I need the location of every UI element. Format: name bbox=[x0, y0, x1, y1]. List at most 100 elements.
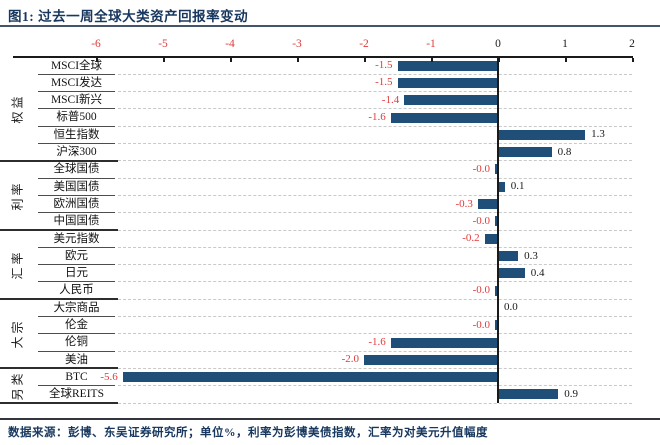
category-label: 日元 bbox=[65, 267, 88, 280]
row-divider bbox=[38, 264, 115, 266]
value-label: -0.2 bbox=[462, 232, 480, 245]
category-label: MSCI发达 bbox=[50, 76, 103, 89]
group-label: 汇率 bbox=[2, 230, 32, 299]
grid-line bbox=[118, 143, 632, 145]
axis-tick-label: -5 bbox=[158, 38, 168, 50]
grid-line bbox=[118, 246, 632, 248]
row-divider bbox=[38, 91, 115, 93]
category-label: 美油 bbox=[65, 353, 88, 366]
grid-line bbox=[118, 108, 632, 110]
value-label: -1.4 bbox=[381, 93, 400, 106]
category-label: 全球国债 bbox=[53, 163, 100, 176]
value-label: 1.3 bbox=[591, 128, 605, 141]
bar bbox=[397, 60, 498, 71]
value-label: -1.5 bbox=[375, 76, 393, 89]
grid-line bbox=[118, 316, 632, 318]
axis-tick-label: -2 bbox=[359, 38, 369, 50]
group-label-text: 汇率 bbox=[10, 249, 25, 280]
axis-tick bbox=[431, 58, 433, 62]
value-label: -0.0 bbox=[472, 162, 490, 175]
grid-line bbox=[118, 333, 632, 335]
grid-line bbox=[118, 402, 632, 404]
grid-line bbox=[118, 91, 632, 93]
value-label: -0.0 bbox=[472, 318, 490, 331]
value-label: -1.5 bbox=[375, 59, 393, 72]
grid-line bbox=[118, 350, 632, 352]
axis-tick bbox=[96, 58, 98, 62]
grid-line bbox=[118, 194, 632, 196]
group-label-text: 权益 bbox=[10, 93, 25, 124]
value-label: -1.6 bbox=[368, 111, 386, 124]
bar bbox=[477, 199, 498, 210]
axis-tick-label: -6 bbox=[91, 38, 101, 50]
row-divider bbox=[38, 108, 115, 110]
group-label: 利率 bbox=[2, 161, 32, 230]
bar bbox=[498, 389, 559, 400]
group-divider bbox=[0, 229, 118, 232]
bar bbox=[498, 181, 505, 192]
axis-tick bbox=[565, 58, 567, 62]
bar bbox=[122, 372, 498, 383]
group-divider bbox=[0, 367, 118, 370]
group-divider bbox=[0, 159, 118, 162]
grid-line bbox=[118, 177, 632, 179]
value-label: -2.0 bbox=[341, 353, 359, 366]
grid-line bbox=[118, 367, 632, 369]
category-label: 沪深300 bbox=[56, 146, 97, 159]
axis-tick bbox=[230, 58, 232, 62]
bar bbox=[495, 164, 498, 175]
group-label: 大宗 bbox=[2, 299, 32, 368]
category-label: 美元指数 bbox=[53, 232, 100, 245]
grid-line bbox=[118, 264, 632, 266]
axis-tick-label: 1 bbox=[562, 38, 568, 50]
category-label: 欧元 bbox=[65, 249, 88, 262]
group-label: 权益 bbox=[2, 57, 32, 161]
value-label: -0.3 bbox=[455, 197, 473, 210]
value-label: -0.0 bbox=[472, 214, 490, 227]
grid-line bbox=[118, 281, 632, 283]
category-label: 美国国债 bbox=[53, 180, 100, 193]
value-label: -1.6 bbox=[368, 336, 386, 349]
category-label: 中国国债 bbox=[53, 215, 100, 228]
row-divider bbox=[38, 143, 115, 145]
category-label: 标普500 bbox=[56, 111, 97, 124]
row-divider bbox=[38, 333, 115, 335]
grid-line bbox=[118, 212, 632, 214]
row-divider bbox=[38, 194, 115, 196]
bar bbox=[495, 216, 498, 227]
bar bbox=[404, 95, 498, 106]
grid-line bbox=[118, 160, 632, 162]
category-label: 恒生指数 bbox=[53, 128, 100, 141]
bar bbox=[498, 251, 519, 261]
category-label: 人民币 bbox=[59, 284, 94, 297]
group-divider bbox=[0, 298, 118, 301]
row-divider bbox=[38, 125, 115, 127]
value-label: -5.6 bbox=[100, 370, 118, 383]
title-divider bbox=[0, 25, 660, 27]
row-divider bbox=[38, 385, 115, 387]
zero-line bbox=[497, 56, 499, 403]
row-divider bbox=[38, 212, 115, 214]
grid-line bbox=[118, 229, 632, 231]
bar bbox=[397, 77, 498, 88]
row-divider bbox=[38, 350, 115, 352]
group-label: 另类 bbox=[2, 368, 32, 403]
figure-title: 图1: 过去一周全球大类资产回报率变动 bbox=[8, 9, 249, 24]
axis-tick-label: -1 bbox=[426, 38, 436, 50]
category-label: MSCI全球 bbox=[50, 59, 103, 72]
axis-tick bbox=[632, 58, 634, 62]
bar bbox=[498, 129, 586, 140]
footer-divider bbox=[0, 418, 660, 420]
category-label: BTC bbox=[65, 370, 88, 383]
bar bbox=[495, 285, 498, 296]
value-label: 0.1 bbox=[510, 180, 525, 193]
group-divider bbox=[0, 402, 118, 405]
category-label: 欧洲国债 bbox=[53, 197, 100, 210]
axis-tick bbox=[364, 58, 366, 62]
axis-tick bbox=[163, 58, 165, 62]
category-label: 伦金 bbox=[65, 319, 88, 332]
grid-line bbox=[118, 385, 632, 387]
row-divider bbox=[38, 73, 115, 75]
